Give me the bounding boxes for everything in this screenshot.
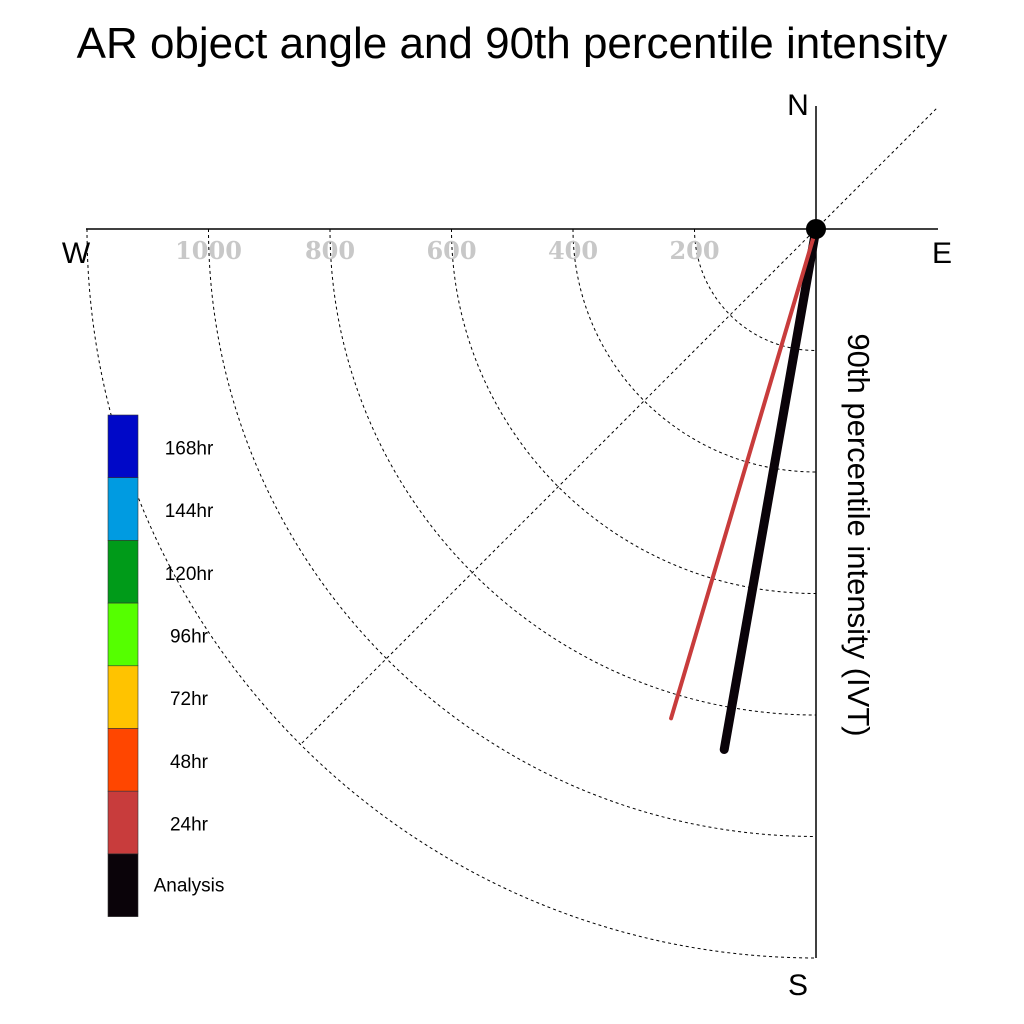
grid-arc [572,228,817,473]
vector-24hr [669,227,818,721]
compass-north: N [787,89,809,122]
chart-title: AR object angle and 90th percentile inte… [77,19,948,68]
compass-south: S [788,969,808,1002]
grid-arc [208,228,817,837]
legend-label: Analysis [154,875,225,896]
radial-tick-label: 600 [426,236,476,265]
compass-west: W [62,237,91,270]
legend-swatch [107,540,139,604]
grid-arc [451,228,817,594]
legend-swatch [107,790,139,855]
intensity-axis-title: 90th percentile intensity (IVT) [841,333,876,736]
intensity-vectors [669,224,821,754]
radial-tick-label: 200 [669,236,719,265]
legend-swatch [107,414,139,479]
polar-grid [86,108,937,959]
legend-label: 120hr [165,564,214,585]
grid-arc [329,228,817,716]
legend: 168hr 144hr 120hr 96hr 72hr 48hr 24hr Analysis [107,414,225,917]
legend-swatch [107,602,139,667]
radial-tick-label: 400 [548,236,598,265]
grid-arc [694,228,817,351]
legend-label: 72hr [170,689,209,710]
legend-swatch [107,665,139,729]
origin-marker [806,219,826,239]
compass-east: E [932,237,952,270]
legend-swatch [107,853,139,917]
radial-tick-labels: 200 400 600 800 1000 [175,236,719,265]
radial-tick-label: 1000 [175,236,242,265]
legend-label: 168hr [165,438,214,459]
diagonal-guide [300,108,937,745]
legend-label: 144hr [165,501,214,522]
legend-label: 48hr [170,752,209,773]
legend-label: 24hr [170,815,209,836]
legend-swatch [107,728,139,792]
vector-analysis [719,224,821,754]
legend-swatch [107,477,139,541]
radial-tick-label: 800 [305,236,355,265]
grid-arc [86,228,817,959]
legend-label: 96hr [170,626,209,647]
